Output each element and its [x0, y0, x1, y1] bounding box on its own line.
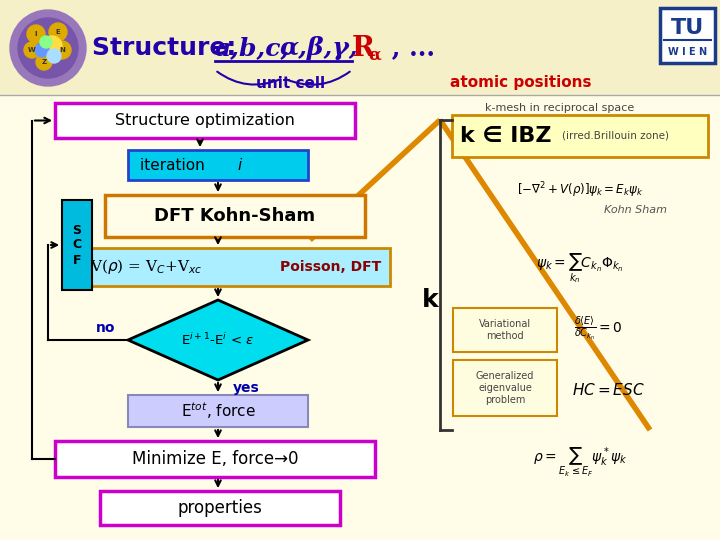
Circle shape [42, 36, 62, 56]
Text: i: i [238, 158, 242, 172]
Bar [453, 308, 557, 352]
Bar [0, 0, 720, 95]
Text: TU: TU [671, 18, 704, 38]
Bar [55, 441, 375, 477]
Text: S
C
F: S C F [73, 224, 81, 267]
Text: Kohn Sham: Kohn Sham [603, 205, 667, 215]
Circle shape [53, 41, 71, 59]
Text: properties: properties [178, 499, 262, 517]
Text: k ∈ IBZ: k ∈ IBZ [460, 126, 552, 146]
Text: (irred.Brillouin zone): (irred.Brillouin zone) [562, 131, 669, 141]
Text: E$^{i+1}$-E$^i$ < $\varepsilon$: E$^{i+1}$-E$^i$ < $\varepsilon$ [181, 332, 255, 348]
Circle shape [18, 18, 78, 78]
Circle shape [36, 54, 52, 70]
Bar [128, 150, 308, 180]
Text: iteration: iteration [140, 158, 210, 172]
Bar [62, 200, 92, 290]
Circle shape [27, 25, 45, 43]
Text: $\rho = \sum_{E_k \leq E_F} \psi_k^* \psi_k$: $\rho = \sum_{E_k \leq E_F} \psi_k^* \ps… [533, 446, 627, 478]
Text: atomic positions: atomic positions [450, 75, 592, 90]
Bar [128, 150, 308, 180]
Text: Minimize E, force→0: Minimize E, force→0 [132, 450, 298, 468]
Bar [55, 103, 355, 138]
Text: $[-\nabla^2+V(\rho)]\psi_k = E_k\psi_k$: $[-\nabla^2+V(\rho)]\psi_k = E_k\psi_k$ [517, 180, 643, 200]
Circle shape [24, 42, 40, 58]
Bar [62, 200, 92, 290]
Text: E$^{tot}$, force: E$^{tot}$, force [181, 401, 256, 421]
Text: Structure:: Structure: [92, 36, 245, 60]
Text: E: E [55, 29, 60, 35]
Bar [452, 115, 708, 157]
Circle shape [49, 23, 67, 41]
Bar [100, 491, 340, 525]
Text: unit cell: unit cell [256, 77, 325, 91]
Text: α,β,γ,: α,β,γ, [280, 36, 359, 60]
Text: k: k [422, 288, 438, 312]
Text: yes: yes [233, 381, 259, 395]
Bar [105, 195, 365, 237]
Text: V($\rho$) = V$_C$+V$_{xc}$: V($\rho$) = V$_C$+V$_{xc}$ [90, 258, 202, 276]
Text: Structure optimization: Structure optimization [115, 113, 295, 128]
Text: no: no [96, 321, 116, 335]
Text: I: I [35, 31, 37, 37]
Text: $\frac{\delta\langle E\rangle}{\delta C_{k_n}} = 0$: $\frac{\delta\langle E\rangle}{\delta C_… [574, 314, 622, 342]
Bar [128, 395, 308, 427]
Circle shape [47, 49, 61, 63]
Text: N: N [59, 47, 65, 53]
Bar [660, 8, 715, 63]
Text: Poisson, DFT: Poisson, DFT [280, 260, 382, 274]
Text: W I E N: W I E N [668, 47, 707, 57]
Text: $HC = ESC$: $HC = ESC$ [572, 382, 644, 398]
Bar [80, 248, 390, 286]
Text: $\psi_k = \sum_{k_n} C_{k_n} \Phi_{k_n}$: $\psi_k = \sum_{k_n} C_{k_n} \Phi_{k_n}$ [536, 251, 624, 285]
Text: R: R [352, 35, 375, 62]
Text: , ...: , ... [383, 36, 435, 60]
Text: DFT Kohn-Sham: DFT Kohn-Sham [154, 207, 315, 225]
Circle shape [35, 43, 49, 57]
Circle shape [40, 36, 52, 48]
Text: Z: Z [41, 59, 47, 65]
Text: k-mesh in reciprocal space: k-mesh in reciprocal space [485, 103, 634, 113]
Circle shape [10, 10, 86, 86]
Polygon shape [128, 300, 308, 380]
Text: a,b,c,: a,b,c, [215, 36, 290, 60]
Bar [453, 360, 557, 416]
Text: Variational
method: Variational method [479, 319, 531, 341]
Text: Generalized
eigenvalue
problem: Generalized eigenvalue problem [476, 372, 534, 404]
Text: α: α [368, 46, 381, 64]
Text: W: W [28, 47, 36, 53]
